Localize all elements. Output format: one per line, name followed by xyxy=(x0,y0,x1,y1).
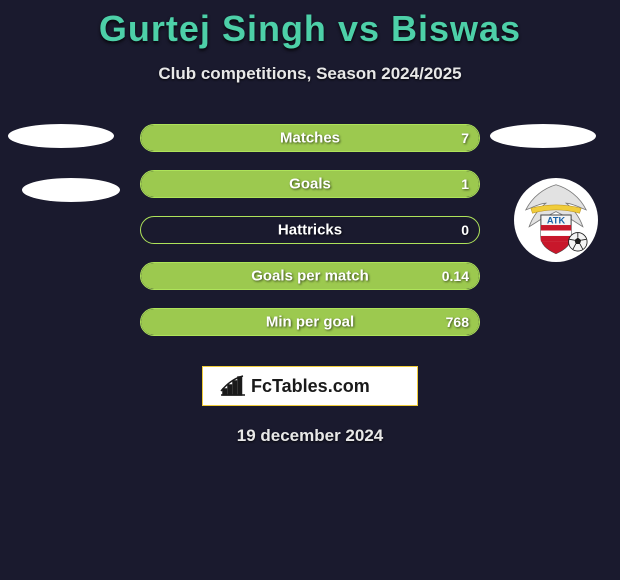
left-ellipse-1 xyxy=(8,124,114,148)
stat-row-gpm: Goals per match 0.14 xyxy=(140,262,480,290)
stat-row-matches: Matches 7 xyxy=(140,124,480,152)
left-ellipse-2 xyxy=(22,178,120,202)
stat-label: Goals per match xyxy=(251,268,369,285)
club-badge: ATK xyxy=(514,178,598,262)
stat-value: 0.14 xyxy=(442,268,469,284)
stat-value: 0 xyxy=(461,222,469,238)
subtitle: Club competitions, Season 2024/2025 xyxy=(0,64,620,84)
svg-text:ATK: ATK xyxy=(547,215,566,225)
stat-value: 768 xyxy=(446,314,469,330)
stat-row-mpg: Min per goal 768 xyxy=(140,308,480,336)
stat-value: 1 xyxy=(461,176,469,192)
vs-text: vs xyxy=(338,8,380,49)
brand-logo: FcTables.com xyxy=(215,373,405,399)
stat-row-hattricks: Hattricks 0 xyxy=(140,216,480,244)
player1-name: Gurtej Singh xyxy=(99,8,327,49)
date-text: 19 december 2024 xyxy=(0,426,620,446)
stat-row-goals: Goals 1 xyxy=(140,170,480,198)
stat-value: 7 xyxy=(461,130,469,146)
stat-label: Hattricks xyxy=(278,222,342,239)
right-ellipse xyxy=(490,124,596,148)
stat-label: Matches xyxy=(280,130,340,147)
stat-label: Min per goal xyxy=(266,314,354,331)
brand-box: FcTables.com xyxy=(202,366,418,406)
brand-text: FcTables.com xyxy=(251,376,370,396)
page-title: Gurtej Singh vs Biswas xyxy=(0,0,620,50)
stat-label: Goals xyxy=(289,176,331,193)
player2-name: Biswas xyxy=(391,8,521,49)
